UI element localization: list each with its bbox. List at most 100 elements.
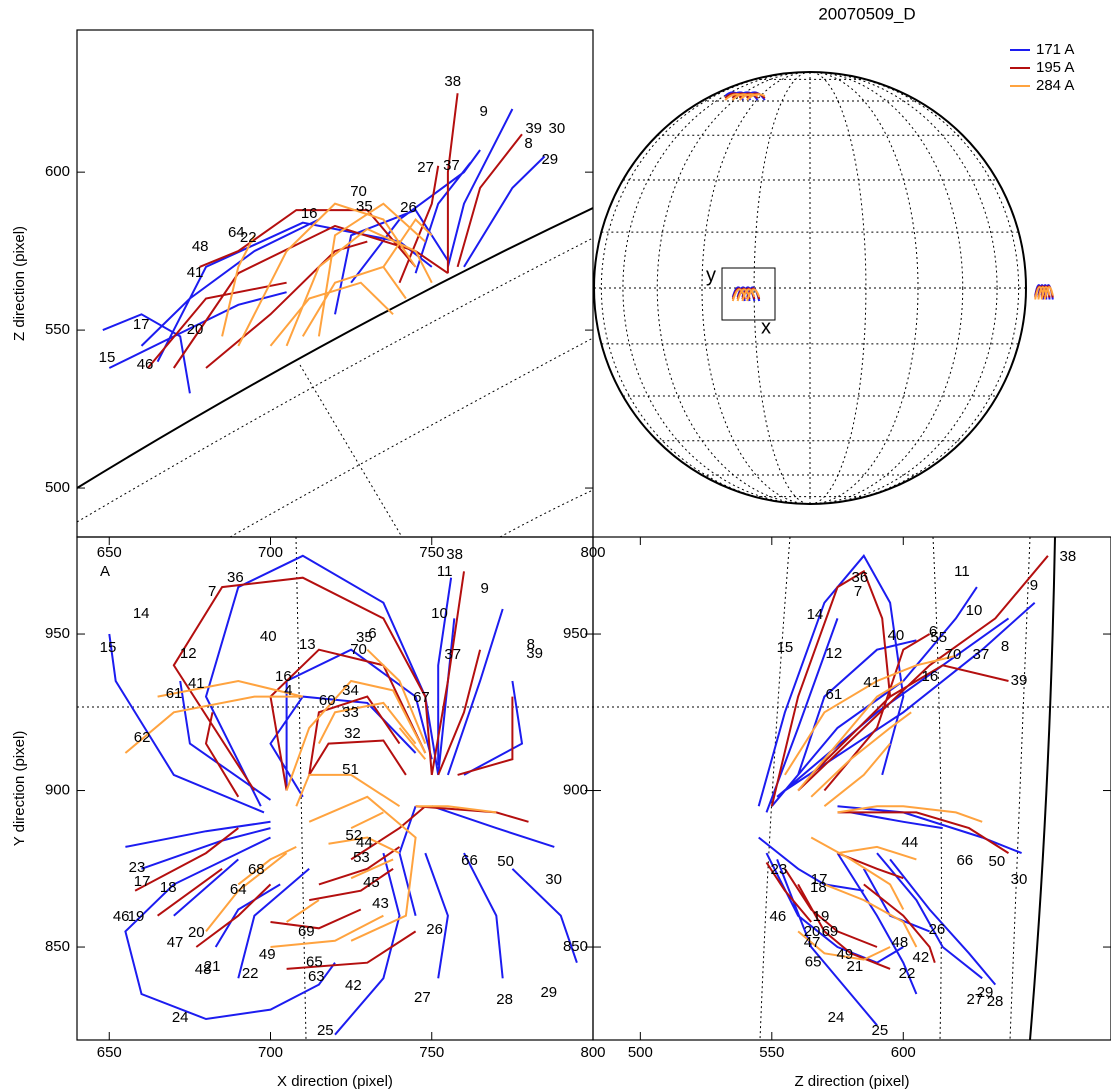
loop-label: 29 bbox=[977, 984, 994, 1001]
loop-label: 39 bbox=[526, 645, 543, 662]
grid-arc bbox=[499, 489, 593, 537]
loop-label: 32 bbox=[344, 725, 361, 742]
loop-label: A bbox=[100, 563, 110, 580]
loop-label: 38 bbox=[1060, 548, 1077, 565]
x-tick-label: 550 bbox=[759, 1044, 784, 1061]
loop-label: 38 bbox=[446, 546, 463, 563]
loop-label: 61 bbox=[166, 685, 183, 702]
loop-label: 64 bbox=[228, 224, 245, 241]
loop-label: 17 bbox=[811, 871, 828, 888]
loop-label: 69 bbox=[822, 923, 839, 940]
loop-label: 52 bbox=[345, 827, 362, 844]
loop-label: 15 bbox=[100, 639, 117, 656]
loop-label: 17 bbox=[134, 873, 151, 890]
loop-label: 11 bbox=[437, 563, 453, 580]
x-tick-label: 700 bbox=[258, 1044, 283, 1061]
loop-label: 29 bbox=[541, 151, 558, 168]
loop-label: 23 bbox=[129, 859, 146, 876]
loop-label: 46 bbox=[770, 908, 787, 925]
loop-label: 26 bbox=[426, 921, 443, 938]
x-axis-label: X direction (pixel) bbox=[277, 1073, 393, 1090]
loop-label: 19 bbox=[128, 908, 145, 925]
legend-label: 195 A bbox=[1036, 59, 1074, 76]
loop-label: 8 bbox=[527, 636, 535, 653]
loop-label: 39 bbox=[525, 120, 542, 137]
loop-label: 49 bbox=[837, 946, 854, 963]
loop-label: 41 bbox=[863, 674, 880, 691]
chart-title: 20070509_D bbox=[818, 4, 915, 23]
loop-label: 27 bbox=[966, 991, 983, 1008]
solar-limb bbox=[1029, 536, 1056, 1041]
loop-label: 70 bbox=[350, 183, 367, 200]
loop-label: 19 bbox=[813, 908, 830, 925]
loop-label: 40 bbox=[260, 628, 277, 645]
loop-label: 41 bbox=[188, 675, 205, 692]
loop-label: 34 bbox=[342, 682, 359, 699]
loop-label: 63 bbox=[308, 968, 325, 985]
loop-label: 8 bbox=[1001, 638, 1009, 655]
loop-label: 38 bbox=[444, 73, 461, 90]
y-tick-label: 600 bbox=[45, 163, 70, 180]
y-tick-label: 950 bbox=[45, 625, 70, 642]
y-tick-label: 850 bbox=[45, 938, 70, 955]
legend-label: 171 A bbox=[1036, 41, 1074, 58]
x2-tick-label: 700 bbox=[258, 544, 283, 561]
y-tick-label: 850 bbox=[563, 938, 588, 955]
loop-label: 7 bbox=[854, 583, 862, 600]
loop bbox=[147, 93, 523, 369]
loop-label: 37 bbox=[444, 646, 461, 663]
loop-label: 64 bbox=[230, 881, 247, 898]
x2-tick-label: 750 bbox=[419, 544, 444, 561]
loop-label: 44 bbox=[902, 834, 919, 851]
grid-line bbox=[932, 536, 942, 1041]
loop-label: 11 bbox=[954, 563, 970, 580]
loop-label: 55 bbox=[930, 629, 947, 646]
loop-label: 21 bbox=[204, 958, 221, 975]
loop-label: 10 bbox=[966, 602, 983, 619]
grid-arc bbox=[77, 237, 593, 523]
loop-label: 22 bbox=[242, 965, 259, 982]
box-label: y bbox=[706, 264, 716, 286]
loop-label: 25 bbox=[317, 1022, 334, 1039]
loop-label: 50 bbox=[989, 853, 1006, 870]
loop-label: 24 bbox=[172, 1009, 189, 1026]
loop-label: 20 bbox=[187, 321, 204, 338]
solar-disk bbox=[593, 71, 1027, 505]
loop-label: 62 bbox=[134, 729, 151, 746]
loop-label: 66 bbox=[956, 852, 973, 869]
loop-label: 46 bbox=[137, 356, 154, 373]
loop-label: 17 bbox=[133, 316, 150, 333]
loop-label: 9 bbox=[480, 103, 488, 120]
loop-label: 46 bbox=[113, 908, 130, 925]
loop-label: 14 bbox=[133, 605, 150, 622]
x-tick-label: 800 bbox=[580, 1044, 605, 1061]
loop-label: 36 bbox=[852, 569, 869, 586]
loop-label: 61 bbox=[826, 686, 843, 703]
x-tick-label: 500 bbox=[628, 1044, 653, 1061]
loop-label: 35 bbox=[356, 198, 373, 215]
loop-label: 23 bbox=[771, 861, 788, 878]
loop-sketch bbox=[746, 288, 761, 302]
grid-meridian bbox=[299, 364, 403, 537]
loop-label: 42 bbox=[345, 977, 362, 994]
loop-label: 15 bbox=[777, 639, 794, 656]
loop-label: 39 bbox=[1011, 672, 1028, 689]
loop-label: 30 bbox=[1011, 871, 1028, 888]
loop-label: 15 bbox=[99, 349, 116, 366]
loop-label: 65 bbox=[306, 954, 323, 971]
x2-tick-label: 650 bbox=[97, 544, 122, 561]
loop-label: 25 bbox=[872, 1022, 889, 1039]
loop-label: 37 bbox=[443, 157, 460, 174]
loop-label: 20 bbox=[188, 924, 205, 941]
loop-label: 36 bbox=[227, 569, 244, 586]
grid-line bbox=[295, 536, 307, 1041]
loop-label: 42 bbox=[913, 949, 930, 966]
loop-label: 4 bbox=[284, 682, 292, 699]
y-tick-label: 550 bbox=[45, 321, 70, 338]
loop-label: 47 bbox=[804, 934, 821, 951]
loop-sketch bbox=[746, 93, 766, 101]
